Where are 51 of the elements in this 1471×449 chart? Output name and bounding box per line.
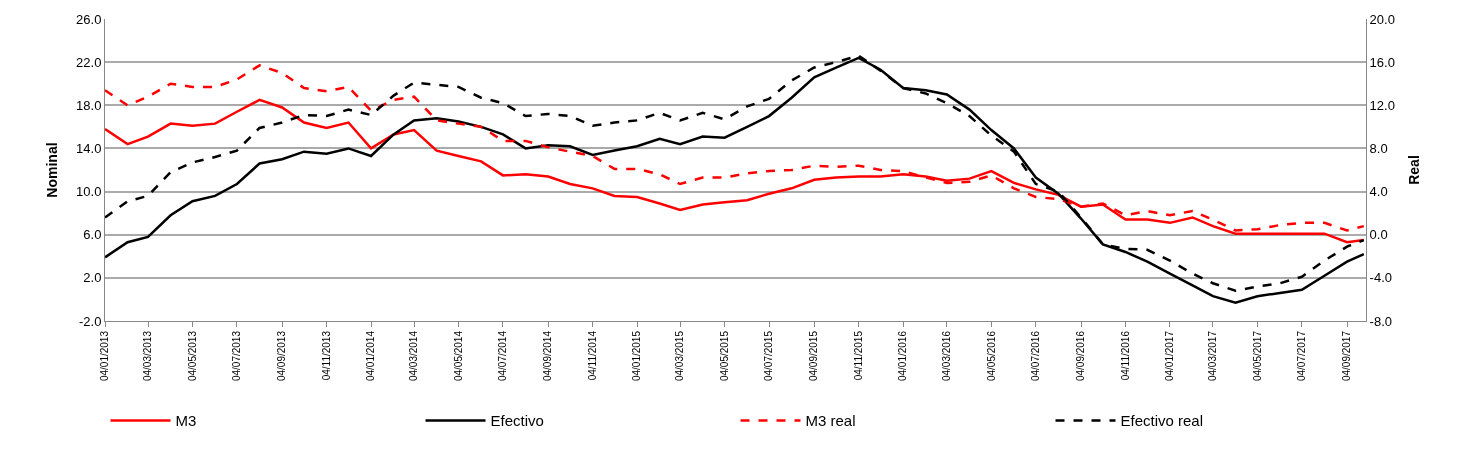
x-tick-label: 04/05/2014 (452, 330, 464, 382)
y2-tick-label: 4.0 (1369, 184, 1388, 200)
x-tick-label: 04/03/2016 (941, 330, 953, 382)
x-tick-label: 04/07/2015 (763, 330, 775, 382)
y2-tick-label: -4.0 (1369, 270, 1393, 286)
y2-tick-label: 20.0 (1369, 11, 1395, 27)
x-tick-label: 04/11/2013 (320, 330, 332, 381)
legend-label: M3 real (805, 412, 856, 430)
y2-tick-label: 16.0 (1369, 54, 1395, 70)
x-tick-label: 04/11/2014 (586, 330, 598, 381)
y2-tick-label: -8.0 (1369, 313, 1393, 329)
x-tick-label: 04/07/2017 (1296, 330, 1308, 382)
x-tick-label: 04/05/2017 (1251, 330, 1263, 382)
x-tick-label: 04/03/2017 (1207, 330, 1219, 382)
x-tick-label: 04/09/2014 (542, 330, 554, 382)
y2-tick-label: 12.0 (1369, 97, 1395, 113)
x-tick-label: 04/03/2014 (408, 330, 420, 382)
x-tick-label: 04/05/2013 (186, 330, 198, 382)
legend-label: Efectivo (490, 412, 544, 430)
y-axis-title: Nominal (43, 142, 60, 198)
x-tick-label: 04/03/2013 (142, 330, 154, 382)
y2-tick-label: 0.0 (1369, 227, 1388, 243)
x-tick-label: 04/01/2013 (99, 330, 111, 382)
x-tick-label: 04/03/2015 (674, 330, 686, 382)
x-tick-label: 04/01/2015 (631, 330, 643, 382)
x-tick-label: 04/05/2015 (718, 330, 730, 382)
legend-label: M3 (175, 412, 197, 430)
x-tick-label: 04/11/2016 (1119, 330, 1131, 381)
x-tick-label: 04/01/2016 (897, 330, 909, 382)
y-tick-label: 18.0 (76, 97, 102, 113)
y2-axis-title: Real (1406, 155, 1423, 185)
x-tick-label: 04/07/2016 (1030, 330, 1042, 382)
x-tick-label: 04/09/2015 (808, 330, 820, 382)
x-tick-label: 04/09/2017 (1341, 330, 1353, 382)
x-tick-label: 04/09/2013 (276, 330, 288, 382)
x-tick-label: 04/01/2014 (365, 330, 377, 382)
x-tick-label: 04/09/2016 (1075, 330, 1087, 382)
x-tick-label: 04/07/2013 (231, 330, 243, 382)
x-tick-label: 04/05/2016 (985, 330, 997, 382)
y-tick-label: 10.0 (76, 184, 102, 200)
x-tick-label: 04/07/2014 (497, 330, 509, 382)
y-tick-label: 6.0 (83, 227, 102, 243)
x-tick-label: 04/01/2017 (1164, 330, 1176, 382)
y-tick-label: -2.0 (78, 313, 102, 329)
legend-label: Efectivo real (1120, 412, 1204, 430)
y-tick-label: 22.0 (76, 54, 102, 70)
y-tick-label: 2.0 (83, 270, 102, 286)
y-tick-label: 26.0 (76, 11, 102, 27)
x-tick-label: 04/11/2015 (852, 330, 864, 381)
y-tick-label: 14.0 (76, 140, 102, 156)
y2-tick-label: 8.0 (1369, 140, 1388, 156)
